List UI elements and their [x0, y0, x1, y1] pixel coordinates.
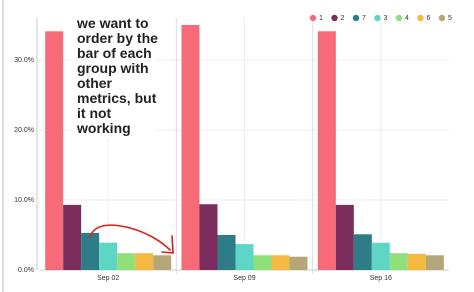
bar [317, 31, 336, 270]
bar [407, 253, 426, 270]
y-tick-label: 20.0% [14, 127, 34, 134]
annotation-line: working [76, 120, 131, 136]
bar [81, 232, 100, 270]
legend-swatch [352, 14, 360, 22]
annotation-line: group with [77, 60, 149, 76]
bar [181, 25, 200, 270]
legend-swatch [309, 14, 317, 22]
bar [389, 253, 408, 270]
y-tick-label: 30.0% [14, 57, 34, 64]
annotation-arrow [89, 224, 174, 254]
annotation-line: metrics, but [77, 90, 157, 106]
bar [353, 234, 372, 270]
bar [153, 255, 172, 270]
legend-label: 4 [405, 15, 409, 22]
legend-label: 7 [362, 15, 366, 22]
bar [425, 255, 444, 270]
y-tick-label: 10.0% [14, 197, 34, 204]
legend-swatch [331, 14, 338, 22]
bar [217, 235, 236, 270]
x-tick-label: Sep 02 [97, 275, 119, 282]
bar [371, 242, 390, 270]
y-tick-label: 0.0% [18, 267, 34, 274]
x-tick-label: Sep 09 [233, 275, 255, 282]
bar [199, 204, 218, 270]
annotation-line: order by the [77, 30, 158, 46]
bar [63, 204, 82, 270]
annotation-line: bar of each [77, 45, 152, 61]
bar [235, 244, 254, 270]
legend-label: 2 [341, 15, 345, 22]
legend-swatch [374, 14, 381, 22]
bar [335, 204, 354, 270]
annotation-line: it not [77, 105, 112, 121]
legend-swatch [417, 14, 424, 22]
legend-label: 6 [427, 15, 431, 22]
bar [135, 253, 154, 270]
legend-label: 5 [448, 15, 452, 22]
bar [253, 255, 272, 270]
bar [117, 253, 136, 270]
bar [271, 255, 290, 270]
legend-swatch [438, 14, 446, 22]
bar [289, 256, 308, 270]
annotation-background [72, 10, 156, 138]
x-tick-label: Sep 16 [370, 275, 392, 282]
annotation-line: other [77, 75, 113, 91]
legend-label: 1 [319, 15, 323, 22]
bar [99, 242, 118, 270]
legend-label: 3 [384, 15, 388, 22]
legend-swatch [395, 14, 403, 22]
annotation-line: we want to [76, 15, 149, 31]
bar [45, 31, 64, 270]
